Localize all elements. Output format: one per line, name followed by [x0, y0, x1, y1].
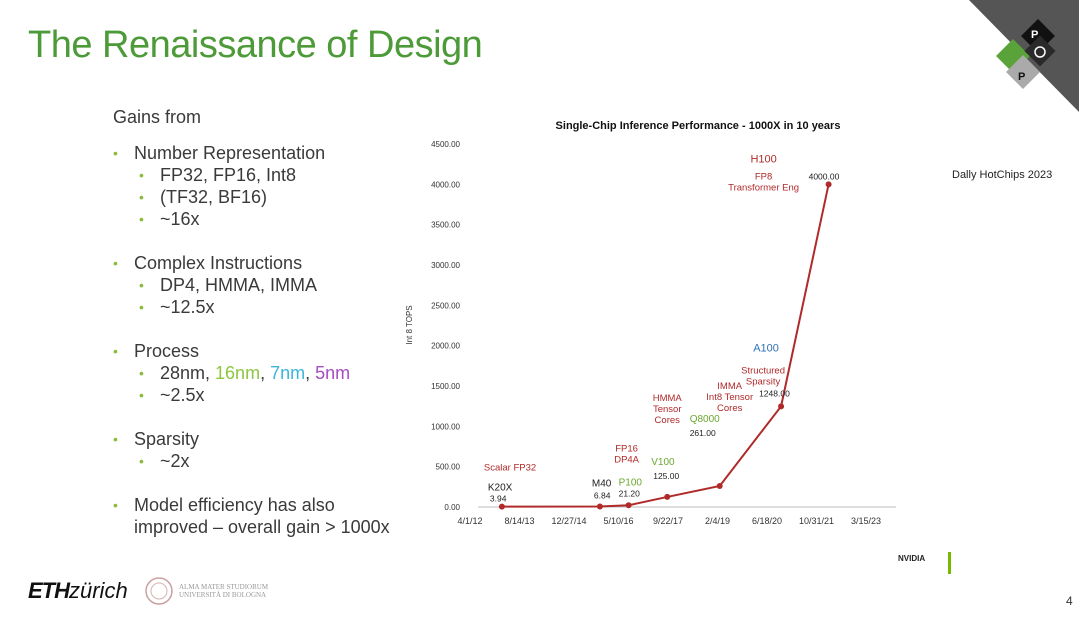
y-tick-label: 3000.00 [431, 261, 460, 270]
nvidia-logo: NVIDIA [898, 554, 926, 563]
bologna-logo: ALMA MATER STUDIORUM UNIVERSITÀ DI BOLOGN… [145, 577, 309, 605]
x-tick-label: 10/31/21 [799, 516, 834, 526]
node-sep-2: , [305, 363, 316, 383]
feature-label: Structured Sparsity [741, 365, 785, 387]
bologna-line-2: UNIVERSITÀ DI BOLOGNA [179, 591, 267, 599]
y-tick-label: 1000.00 [431, 422, 460, 431]
y-tick-label: 4000.00 [431, 180, 460, 189]
bullet-sub-process-nodes: 28nm, 16nm, 7nm, 5nm [113, 362, 413, 384]
node-7nm: 7nm [270, 363, 306, 383]
x-tick-label: 6/18/20 [752, 516, 782, 526]
data-point [778, 403, 785, 410]
data-value-label: 261.00 [690, 428, 716, 438]
feature-label: Scalar FP32 [484, 463, 536, 474]
y-tick-label: 0.00 [444, 503, 460, 512]
feature-label: FP16 DP4A [614, 443, 639, 465]
eth-zurich-logo: ETHzürich [28, 578, 128, 604]
data-value-label: 21.20 [619, 488, 641, 498]
model-line-1: Model efficiency has also [134, 495, 335, 515]
chip-label: A100 [753, 342, 779, 354]
x-tick-label: 5/10/16 [603, 516, 633, 526]
source-note: Dally HotChips 2023 [952, 169, 1053, 181]
data-value-label: 6.84 [594, 490, 611, 500]
data-value-label: 125.00 [653, 471, 679, 481]
x-tick-label: 3/15/23 [851, 516, 881, 526]
corner-logo: P P [969, 0, 1079, 112]
bullet-sub-12x: ~12.5x [113, 296, 413, 318]
inference-performance-chart: Single-Chip Inference Performance - 1000… [405, 120, 896, 526]
bullet-sub-dp4: DP4, HMMA, IMMA [113, 274, 413, 296]
x-tick-label: 8/14/13 [504, 516, 534, 526]
x-tick-label: 9/22/17 [653, 516, 683, 526]
bullet-sub-16x: ~16x [113, 208, 413, 230]
node-5nm: 5nm [315, 363, 351, 383]
chart-title: Single-Chip Inference Performance - 1000… [556, 120, 841, 132]
y-tick-label: 4500.00 [431, 140, 460, 149]
feature-label: HMMA Tensor Cores [653, 393, 683, 426]
node-28nm: 28nm, [160, 363, 216, 383]
x-tick-label: 2/4/19 [705, 516, 730, 526]
bullet-number-representation: Number Representation [113, 142, 413, 164]
bullet-sub-tf32: (TF32, BF16) [113, 186, 413, 208]
slide-title: The Renaissance of Design [28, 24, 483, 66]
data-point [625, 502, 632, 509]
node-sep-1: , [260, 363, 271, 383]
chip-label: K20X [488, 483, 513, 494]
y-tick-label: 2500.00 [431, 301, 460, 310]
feature-label: IMMA Int8 Tensor Cores [706, 381, 753, 414]
data-point [664, 493, 671, 500]
bullet-sub-2-5x: ~2.5x [113, 384, 413, 406]
corner-letter-p-top: P [1031, 29, 1038, 41]
chip-label: H100 [750, 153, 776, 165]
y-tick-label: 1500.00 [431, 382, 460, 391]
y-tick-label: 3500.00 [431, 221, 460, 230]
bologna-seal-icon [145, 577, 173, 605]
bullet-complex-instructions: Complex Instructions [113, 252, 413, 274]
y-tick-label: 500.00 [436, 463, 461, 472]
data-value-label: 3.94 [490, 494, 507, 504]
bullet-sub-2x: ~2x [113, 450, 413, 472]
bologna-line-1: ALMA MATER STUDIORUM [179, 583, 269, 591]
eth-logo-zurich: zürich [69, 578, 128, 603]
nvidia-accent-bar [948, 552, 951, 574]
corner-letter-p-bottom: P [1018, 71, 1025, 83]
bullet-process: Process [113, 340, 413, 362]
eth-logo-bold: ETH [28, 578, 70, 603]
chip-label: V100 [651, 457, 675, 468]
y-axis-label: Int 8 TOPS [405, 305, 414, 344]
chip-label: M40 [592, 478, 612, 489]
model-line-2: improved – overall gain > 1000x [134, 517, 390, 537]
y-tick-label: 2000.00 [431, 342, 460, 351]
feature-label: FP8 Transformer Eng [728, 171, 799, 193]
node-16nm: 16nm [215, 363, 261, 383]
page-number: 4 [1066, 594, 1073, 608]
x-tick-label: 4/1/12 [457, 516, 482, 526]
chip-label: P100 [619, 477, 643, 488]
data-value-label: 1248.00 [759, 388, 790, 398]
data-point [498, 503, 505, 510]
bullet-list: Gains from Number Representation FP32, F… [113, 106, 413, 538]
bullets-heading: Gains from [113, 107, 202, 127]
data-point [716, 482, 723, 489]
power-icon [1034, 46, 1046, 58]
data-point [596, 503, 603, 510]
chip-label: Q8000 [690, 414, 720, 425]
x-tick-label: 12/27/14 [551, 516, 586, 526]
data-point [825, 181, 832, 188]
bullet-sub-formats: FP32, FP16, Int8 [113, 164, 413, 186]
bullet-sparsity: Sparsity [113, 428, 413, 450]
data-value-label: 4000.00 [809, 171, 840, 181]
